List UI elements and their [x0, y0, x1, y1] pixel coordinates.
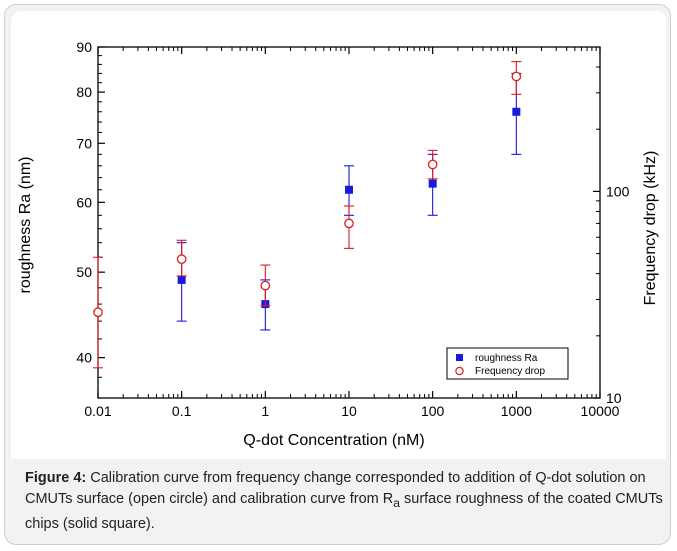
y-tick-label: 80 — [76, 84, 92, 100]
y2-tick-label: 10 — [606, 390, 622, 406]
plot-layer: 0.01 0.1 1 10 100 1000 10000 40 50 60 70 80 90 10 100 r… — [76, 39, 629, 419]
x-tick-label: 0.01 — [84, 403, 111, 419]
data-point-roughness — [428, 179, 437, 188]
x-tick-label: 0.1 — [172, 403, 192, 419]
legend-label-frequency: Frequency drop — [475, 366, 545, 377]
data-point-frequency — [176, 254, 187, 264]
y-tick-label: 70 — [76, 135, 92, 151]
data-point-roughness — [177, 275, 186, 284]
plot-panel — [11, 11, 666, 459]
data-point-roughness — [345, 185, 353, 194]
y-tick-label: 40 — [76, 350, 92, 366]
legend-marker-frequency — [455, 366, 464, 376]
x-tick-label: 1 — [261, 403, 269, 419]
figure-frame: Figure 4: Calibration curve from frequen… — [4, 4, 671, 545]
x-tick-label: 10 — [341, 403, 357, 419]
data-point-frequency — [344, 218, 354, 229]
y-tick-label: 90 — [76, 39, 92, 55]
y2-tick-label: 100 — [606, 183, 630, 199]
x-tick-label: 1000 — [501, 403, 532, 419]
y-axis-label: roughness Ra (nm) — [17, 157, 34, 294]
x-tick-label: 10000 — [581, 403, 620, 419]
data-point-frequency — [93, 307, 103, 318]
data-point-frequency — [511, 71, 522, 82]
legend-label-roughness: roughness Ra — [475, 353, 538, 364]
caption-label: Figure 4: — [25, 470, 87, 486]
caption-subscript: a — [393, 495, 400, 510]
y-tick-label: 60 — [76, 194, 92, 210]
y-tick-label: 50 — [76, 264, 92, 280]
figure-caption: Figure 4: Calibration curve from frequen… — [25, 468, 665, 535]
caption-text-end: surface roughness of the coated CMUTs ch… — [25, 491, 663, 532]
data-point-frequency — [427, 159, 438, 170]
y2-axis-label: Frequency drop (kHz) — [642, 151, 659, 306]
x-tick-label: 100 — [421, 403, 445, 419]
legend-marker-roughness — [456, 354, 463, 361]
x-axis-label: Q-dot Concentration (nM) — [243, 432, 424, 449]
data-point-roughness — [512, 107, 521, 116]
legend-box — [446, 347, 569, 380]
data-point-frequency — [260, 280, 271, 291]
caption-text-main: Calibration curve from frequency change … — [25, 470, 646, 507]
